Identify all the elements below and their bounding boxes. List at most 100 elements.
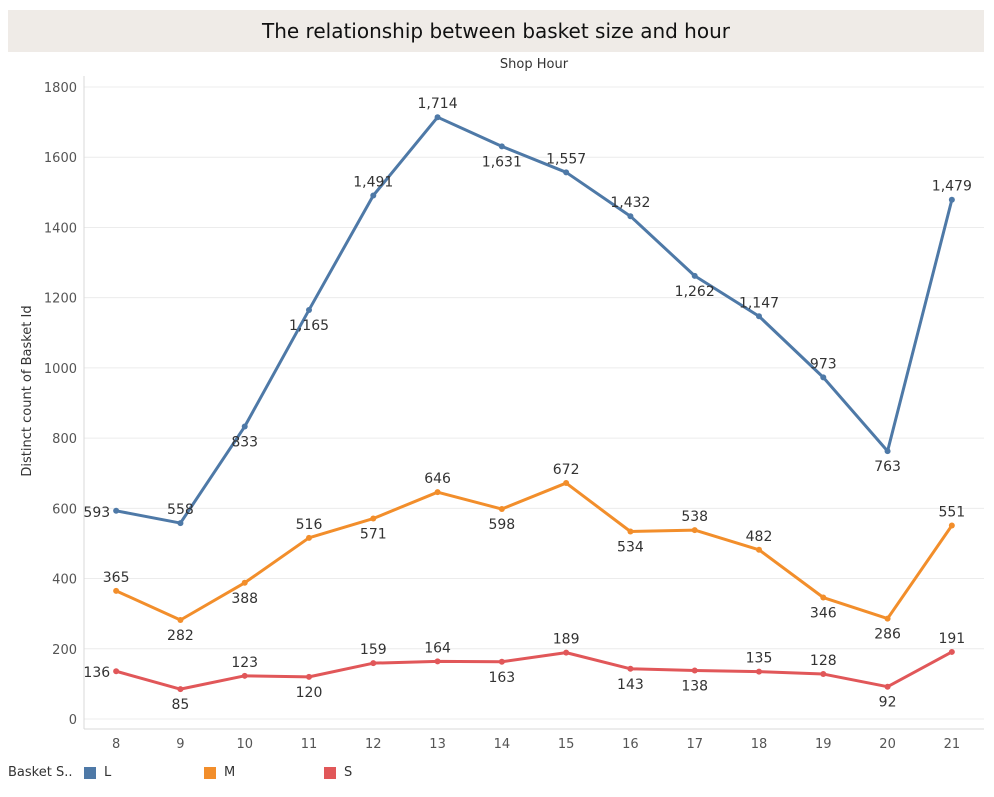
data-point bbox=[113, 668, 120, 675]
data-label: 159 bbox=[360, 642, 387, 658]
data-label: 163 bbox=[488, 670, 515, 686]
data-label: 538 bbox=[681, 509, 708, 525]
data-label: 346 bbox=[810, 606, 837, 622]
data-label: 1,147 bbox=[739, 295, 779, 311]
x-tick-label: 21 bbox=[944, 737, 961, 752]
data-point bbox=[948, 522, 955, 529]
x-tick-label: 12 bbox=[365, 737, 382, 752]
data-label: 973 bbox=[810, 356, 837, 372]
data-point bbox=[498, 143, 505, 150]
data-label: 388 bbox=[231, 591, 258, 607]
data-point bbox=[756, 546, 762, 553]
data-point bbox=[948, 196, 955, 203]
x-tick-label: 10 bbox=[236, 737, 253, 752]
data-label: 763 bbox=[874, 459, 901, 475]
y-tick-label: 600 bbox=[52, 502, 77, 517]
legend-label-l: L bbox=[104, 765, 112, 780]
x-tick-label: 11 bbox=[301, 737, 318, 752]
data-point bbox=[756, 313, 762, 320]
data-point bbox=[113, 587, 120, 594]
data-point bbox=[884, 615, 891, 622]
series-line-s bbox=[114, 650, 954, 691]
data-label: 482 bbox=[746, 529, 773, 545]
data-label: 123 bbox=[231, 655, 258, 671]
y-tick-label: 0 bbox=[69, 713, 77, 728]
x-tick-label: 13 bbox=[429, 737, 446, 752]
data-point bbox=[370, 660, 377, 667]
column-header-shop-hour: Shop Hour bbox=[499, 57, 569, 72]
data-point bbox=[113, 507, 120, 514]
y-axis-title: Distinct count of Basket Id bbox=[20, 305, 35, 476]
x-tick-label: 15 bbox=[558, 737, 575, 752]
x-tick-label: 20 bbox=[879, 737, 896, 752]
data-point bbox=[884, 448, 891, 455]
data-label: 516 bbox=[296, 517, 323, 533]
data-label: 85 bbox=[172, 697, 190, 713]
data-label: 672 bbox=[553, 462, 580, 478]
data-label: 143 bbox=[617, 677, 644, 693]
chart-title-bar: The relationship between basket size and… bbox=[8, 10, 984, 52]
y-tick-label: 1000 bbox=[44, 362, 77, 377]
data-point bbox=[241, 579, 248, 586]
data-point bbox=[627, 665, 634, 672]
data-point bbox=[434, 489, 441, 496]
data-label: 136 bbox=[83, 665, 110, 681]
data-point bbox=[370, 515, 377, 522]
data-point bbox=[691, 272, 698, 279]
data-label: 135 bbox=[746, 651, 773, 667]
data-point bbox=[434, 114, 441, 121]
data-point bbox=[498, 506, 505, 513]
data-label: 1,479 bbox=[932, 179, 972, 195]
x-tick-label: 18 bbox=[751, 737, 768, 752]
y-tick-label: 800 bbox=[52, 432, 77, 447]
data-point bbox=[948, 648, 955, 655]
data-point bbox=[306, 534, 312, 541]
data-point bbox=[177, 616, 184, 623]
data-label: 558 bbox=[167, 502, 194, 518]
data-point bbox=[370, 192, 377, 199]
data-label: 1,557 bbox=[546, 151, 586, 167]
data-label: 1,262 bbox=[675, 284, 715, 300]
data-label: 128 bbox=[810, 653, 837, 669]
x-tick-label: 8 bbox=[112, 737, 120, 752]
data-point bbox=[306, 673, 312, 680]
legend: Basket S.. L M S bbox=[8, 764, 408, 782]
data-label: 598 bbox=[488, 517, 515, 533]
data-label: 138 bbox=[681, 679, 708, 695]
legend-swatch-s bbox=[324, 766, 336, 779]
data-point bbox=[306, 306, 312, 313]
data-label: 365 bbox=[103, 570, 130, 586]
data-label: 1,165 bbox=[289, 318, 329, 334]
legend-label-m: M bbox=[224, 765, 236, 780]
legend-label-s: S bbox=[344, 765, 353, 780]
data-label: 282 bbox=[167, 628, 194, 644]
y-tick-label: 400 bbox=[52, 573, 77, 588]
data-point bbox=[563, 169, 570, 176]
data-point bbox=[241, 672, 248, 679]
x-tick-label: 19 bbox=[815, 737, 832, 752]
data-label: 1,432 bbox=[610, 195, 650, 211]
legend-item-s[interactable]: S bbox=[324, 765, 352, 780]
data-point bbox=[627, 528, 634, 535]
data-point bbox=[241, 423, 248, 430]
data-label: 833 bbox=[231, 435, 258, 451]
data-label: 534 bbox=[617, 540, 644, 556]
legend-item-m[interactable]: M bbox=[204, 765, 235, 780]
data-label: 646 bbox=[424, 471, 451, 487]
data-point bbox=[820, 671, 827, 678]
legend-item-l[interactable]: L bbox=[84, 765, 111, 780]
y-tick-label: 200 bbox=[52, 643, 77, 658]
x-tick-label: 17 bbox=[686, 737, 703, 752]
data-point bbox=[691, 527, 698, 534]
y-tick-label: 1400 bbox=[44, 221, 77, 236]
x-tick-label: 16 bbox=[622, 737, 639, 752]
data-point bbox=[884, 683, 891, 690]
data-point bbox=[627, 213, 634, 220]
data-label: 120 bbox=[296, 685, 323, 701]
data-point bbox=[434, 658, 441, 665]
y-tick-label: 1800 bbox=[44, 81, 77, 96]
data-label: 191 bbox=[938, 631, 965, 647]
legend-swatch-l bbox=[84, 766, 96, 779]
data-point bbox=[563, 649, 570, 656]
